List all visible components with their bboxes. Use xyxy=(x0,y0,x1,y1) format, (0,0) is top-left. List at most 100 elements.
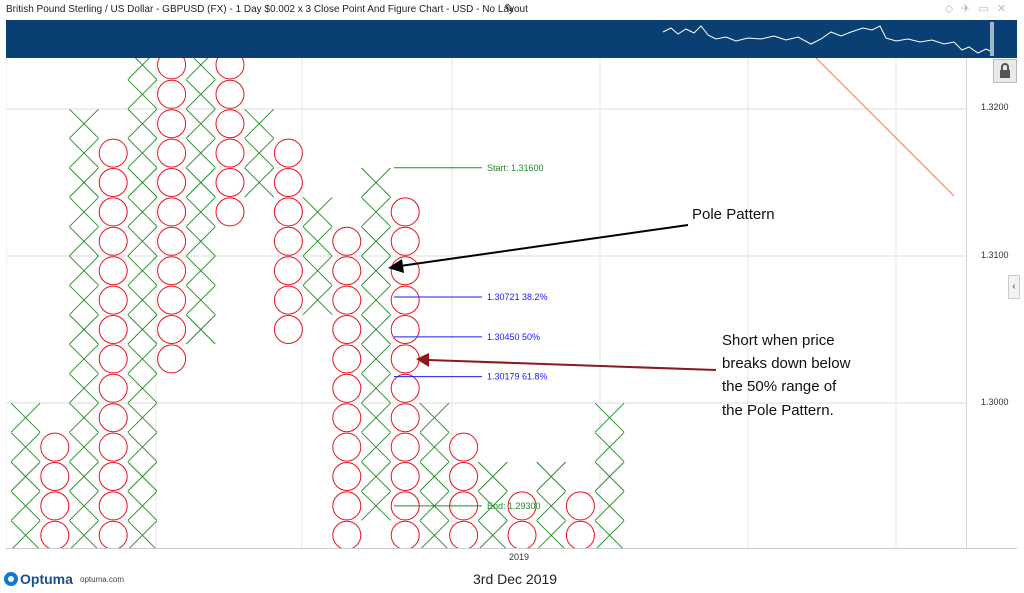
pf-x-box xyxy=(12,520,41,548)
pf-o-box xyxy=(449,462,479,491)
fib-end-label: End: 1.29300 xyxy=(487,501,541,511)
pf-o-box xyxy=(98,344,128,374)
navigator-line xyxy=(662,22,994,56)
pf-x-box xyxy=(479,520,508,548)
y-tick-label: 1.3100 xyxy=(981,250,1009,260)
pf-o-box xyxy=(157,256,187,286)
pf-o-box xyxy=(157,315,187,344)
pf-x-box xyxy=(69,138,99,168)
pf-o-box xyxy=(98,285,128,315)
pf-o-box xyxy=(332,403,362,433)
pin-icon[interactable]: ✈ xyxy=(961,3,979,15)
pf-x-box xyxy=(127,197,158,227)
pf-x-box xyxy=(129,520,158,548)
pf-o-box xyxy=(390,403,420,433)
pf-o-box xyxy=(98,373,128,403)
pf-x-box xyxy=(361,491,391,521)
pf-x-box xyxy=(69,197,99,227)
close-icon[interactable]: ✕ xyxy=(996,3,1014,15)
price-axis[interactable]: 1.3200 1.3100 1.3000 xyxy=(966,58,1018,548)
pf-o-box xyxy=(98,168,128,197)
pf-x-box xyxy=(419,402,450,433)
pf-x-box xyxy=(127,108,158,139)
pf-x-box xyxy=(244,138,275,168)
pf-o-box xyxy=(40,491,70,521)
pf-x-box xyxy=(134,58,158,80)
pf-x-box xyxy=(361,344,391,374)
pencil-icon[interactable]: ✎ xyxy=(504,1,515,16)
pf-x-box xyxy=(594,461,625,492)
minimize-icon[interactable]: ▭ xyxy=(978,3,997,15)
pf-o-box xyxy=(449,432,479,462)
pf-o-box xyxy=(215,109,245,139)
pf-x-box xyxy=(302,197,333,227)
pf-x-box xyxy=(70,520,99,548)
pf-x-box xyxy=(536,491,567,521)
pf-x-box xyxy=(10,432,41,462)
pf-x-box xyxy=(69,285,99,315)
pf-o-box xyxy=(157,168,187,197)
pf-o-box xyxy=(273,285,303,315)
pf-o-box xyxy=(98,491,128,521)
pf-x-box xyxy=(361,167,391,198)
short-text-line-3: the 50% range of xyxy=(722,378,837,395)
pf-x-box xyxy=(361,373,391,404)
pf-o-box xyxy=(40,432,70,462)
y-tick-label: 1.3200 xyxy=(981,102,1009,112)
pf-o-box xyxy=(157,285,187,315)
pf-x-box xyxy=(244,167,275,198)
pf-o-box xyxy=(215,197,245,227)
pf-o-box xyxy=(449,520,479,548)
pf-o-box xyxy=(273,168,303,197)
pf-x-box xyxy=(69,344,99,374)
pf-x-box xyxy=(361,402,391,433)
pf-o-box xyxy=(390,373,420,403)
pf-o-box xyxy=(332,256,362,286)
pf-o-box xyxy=(98,197,128,227)
pf-o-box xyxy=(40,462,70,491)
short-arrow xyxy=(427,359,717,371)
pf-o-box xyxy=(507,520,537,548)
date-axis[interactable]: 2019 xyxy=(6,548,1017,565)
pf-o-box xyxy=(332,373,362,403)
pf-x-box xyxy=(361,314,391,345)
lock-icon[interactable] xyxy=(993,59,1017,83)
pf-o-box xyxy=(390,285,420,315)
pf-o-box xyxy=(98,432,128,462)
logo-text: Optuma xyxy=(20,571,73,587)
pf-o-box xyxy=(215,138,245,168)
pf-x-box xyxy=(361,226,391,257)
pf-x-box xyxy=(594,432,625,462)
logo-url: optuma.com xyxy=(80,575,125,584)
title-bar: British Pound Sterling / US Dollar - GBP… xyxy=(0,0,1024,20)
chevron-left-icon[interactable]: ‹ xyxy=(1008,275,1020,299)
pf-x-box xyxy=(361,255,391,286)
pf-o-box xyxy=(332,491,362,521)
pf-x-box xyxy=(361,461,391,492)
pf-o-box xyxy=(215,168,245,197)
pf-x-box xyxy=(69,432,99,462)
short-arrowhead xyxy=(416,353,429,367)
pf-x-box xyxy=(419,432,450,462)
pf-x-box xyxy=(185,108,216,139)
pf-o-box xyxy=(157,79,187,109)
pf-o-box xyxy=(98,256,128,286)
pf-x-box xyxy=(69,314,99,345)
pf-o-box xyxy=(390,256,420,286)
fib-level-label: 1.30450 50% xyxy=(487,332,540,342)
pf-x-box xyxy=(69,167,99,198)
pf-x-box xyxy=(127,373,158,404)
pf-x-box xyxy=(127,344,158,374)
point-figure-chart: Start: 1.31600 End: 1.29300 1.30721 38.2% 1… xyxy=(6,58,966,548)
pf-x-box xyxy=(244,108,275,139)
pf-x-box xyxy=(185,255,216,286)
pf-x-box xyxy=(127,314,158,345)
navigator-strip[interactable] xyxy=(6,20,1017,58)
pf-x-box xyxy=(127,167,158,198)
chart-plot-area[interactable]: Start: 1.31600 End: 1.29300 1.30721 38.2% 1… xyxy=(6,58,966,548)
pf-x-box xyxy=(185,167,216,198)
pf-o-box xyxy=(157,138,187,168)
pf-x-box xyxy=(536,461,567,492)
pf-x-box xyxy=(537,520,567,548)
diamond-icon[interactable]: ◇ xyxy=(944,3,962,15)
